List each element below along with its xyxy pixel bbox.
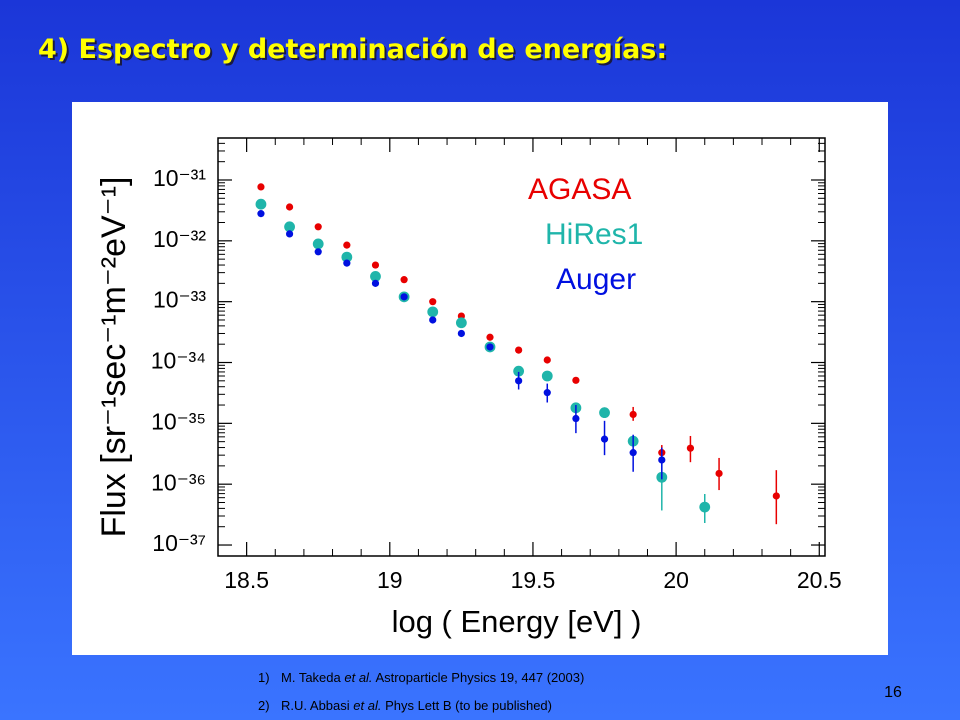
data-point <box>257 183 265 191</box>
x-tick-label: 19.5 <box>511 567 556 593</box>
x-axis-label: log ( Energy [eV] ) <box>392 604 642 639</box>
reference: R.U. Abbasi et al. Phys Lett B (to be pu… <box>281 698 552 713</box>
reference-part: Phys Lett B (to be published) <box>381 698 552 713</box>
x-tick-label: 18.5 <box>224 567 269 593</box>
data-point <box>513 365 525 377</box>
references: 1) M. Takeda et al. Astroparticle Physics… <box>258 670 584 713</box>
data-point <box>285 230 294 238</box>
data-point <box>572 414 580 423</box>
data-point <box>541 370 553 382</box>
legend-entry: HiRes1 <box>545 218 643 251</box>
legend-entry: Auger <box>556 263 636 296</box>
reference-number: 1) <box>258 670 270 685</box>
x-tick-label: 20 <box>663 567 689 593</box>
data-point <box>371 279 380 287</box>
data-point <box>343 259 351 267</box>
reference-part: et al. <box>344 670 372 685</box>
title-shadow: 4) Espectro y determinación de energías: <box>40 36 669 67</box>
data-point <box>343 241 351 249</box>
data-point <box>629 449 637 457</box>
data-point <box>457 329 465 338</box>
data-point <box>429 298 437 306</box>
data-point <box>599 407 610 419</box>
chart-panel <box>72 102 888 655</box>
data-point <box>543 389 551 397</box>
data-point <box>486 333 494 341</box>
data-point <box>600 435 609 443</box>
data-point <box>255 198 267 210</box>
page-number: 16 <box>884 684 902 701</box>
data-point <box>515 377 523 385</box>
data-point <box>543 356 551 364</box>
data-point <box>455 317 467 329</box>
y-tick-label: 10⁻³⁶ <box>151 469 206 495</box>
data-point <box>686 444 695 452</box>
data-point <box>429 316 437 324</box>
data-point <box>715 469 723 478</box>
reference: M. Takeda et al. Astroparticle Physics 1… <box>281 670 584 685</box>
data-point <box>486 343 494 351</box>
data-point <box>772 492 780 500</box>
data-point <box>699 501 711 513</box>
data-point <box>371 261 380 269</box>
reference-part: R.U. Abbasi <box>281 698 353 713</box>
y-tick-label: 10⁻³³ <box>153 287 206 313</box>
y-tick-label: 10⁻³¹ <box>153 165 206 191</box>
data-point <box>370 271 381 282</box>
reference-part: et al. <box>353 698 381 713</box>
data-point <box>515 346 523 354</box>
slide-title: 4) Espectro y determinación de energías: <box>38 34 667 65</box>
data-point <box>658 456 666 464</box>
y-tick-label: 10⁻³⁵ <box>151 408 206 434</box>
reference-part: Astroparticle Physics 19, 447 (2003) <box>373 670 585 685</box>
data-point <box>341 251 353 263</box>
y-tick-label: 10⁻³⁷ <box>152 530 206 556</box>
chart: 18.5 19 19.5 20 20.5 10⁻³⁷ 10⁻³⁶ 10⁻³⁵ 10⁻³⁴ 10⁻³… <box>95 137 842 639</box>
data-point <box>400 276 408 284</box>
reference-part: M. Takeda <box>281 670 344 685</box>
reference-number: 2) <box>258 698 270 713</box>
y-tick-label: 10⁻³⁴ <box>151 348 206 374</box>
y-axis-label: Flux [sr⁻¹sec⁻¹m⁻²eV⁻¹] <box>95 177 133 538</box>
x-tick-label: 20.5 <box>797 567 842 593</box>
data-point <box>257 210 265 218</box>
data-point <box>629 410 637 419</box>
data-point <box>285 203 294 211</box>
data-point <box>284 221 295 233</box>
data-point <box>314 223 322 231</box>
legend-entry: AGASA <box>528 173 631 206</box>
data-point <box>400 293 408 301</box>
y-tick-label: 10⁻³² <box>153 226 206 252</box>
data-point <box>572 376 580 384</box>
data-point <box>427 306 439 318</box>
plot-frame <box>217 137 826 557</box>
data-point <box>312 238 324 250</box>
data-point <box>314 248 322 256</box>
x-tick-label: 19 <box>377 567 403 593</box>
